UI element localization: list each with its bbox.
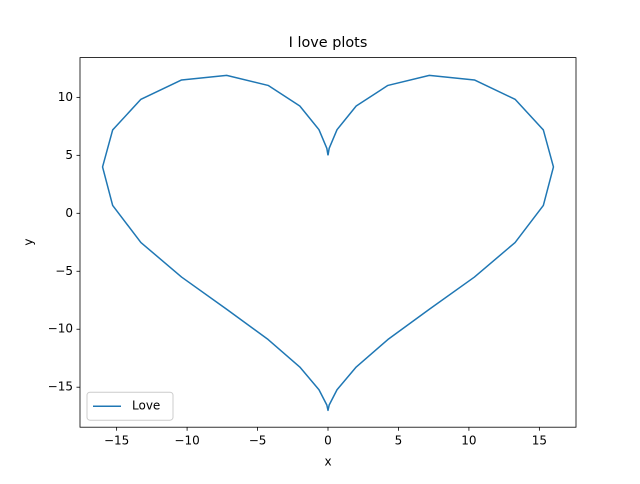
x-tick-label: 10 (461, 434, 476, 448)
legend-box (86, 391, 174, 421)
legend-label: Love (132, 399, 160, 413)
x-tick-label: 0 (324, 434, 332, 448)
x-tick-label: −15 (104, 434, 129, 448)
chart-title: I love plots (289, 35, 368, 51)
line (101, 74, 555, 412)
y-tick-label: 5 (65, 148, 73, 162)
x-axis-label: x (324, 455, 331, 469)
y-tick-label: 0 (65, 206, 73, 220)
x-tick-label: 15 (532, 434, 547, 448)
y-axis-label: y (22, 238, 36, 245)
plot-frame (79, 57, 577, 428)
y-tick-label: −15 (48, 380, 73, 394)
x-tick-label: −5 (249, 434, 267, 448)
x-tick-label: −10 (174, 434, 199, 448)
y-tick-label: −10 (48, 322, 73, 336)
y-tick-label: −5 (55, 264, 73, 278)
y-tick-label: 10 (58, 90, 73, 104)
x-tick-label: 5 (395, 434, 403, 448)
